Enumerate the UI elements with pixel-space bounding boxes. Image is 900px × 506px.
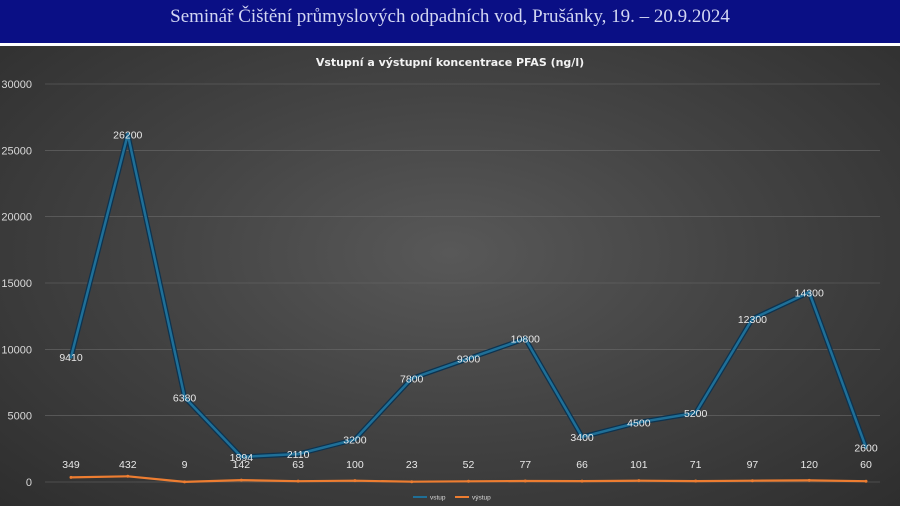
data-point: [694, 479, 698, 483]
data-point: [126, 132, 130, 136]
line-chart: 0 5000 10000 15000 20000 25000 30000 9410 26200…: [1, 56, 880, 502]
data-label: 23: [406, 459, 418, 471]
data-label: 6380: [173, 392, 197, 404]
data-label: 9: [182, 459, 188, 471]
data-point: [467, 479, 470, 483]
data-point: [864, 479, 868, 483]
slide-title: Seminář Čištění průmyslových odpadních v…: [170, 6, 730, 27]
y-tick-label: 15000: [1, 278, 32, 290]
legend-label: výstup: [472, 495, 491, 502]
series-lines: [68, 131, 869, 484]
data-point: [410, 377, 414, 381]
data-point: [864, 446, 868, 450]
data-label: 26200: [113, 129, 142, 141]
data-point: [183, 395, 187, 399]
data-point: [183, 480, 187, 484]
data-point: [523, 337, 527, 341]
y-tick-label: 5000: [8, 411, 32, 423]
data-point: [580, 435, 584, 439]
data-label: 3400: [570, 432, 594, 444]
data-label: 7800: [400, 374, 424, 386]
data-label: 10800: [511, 334, 540, 346]
y-tick-label: 20000: [1, 212, 32, 224]
data-point: [750, 479, 754, 483]
gridlines: [45, 83, 880, 483]
data-label: 2110: [287, 449, 310, 461]
y-tick-label: 25000: [1, 145, 32, 157]
series-line-vstup: [69, 133, 868, 459]
data-point: [523, 479, 527, 483]
legend: vstup výstup: [413, 495, 491, 502]
data-point: [69, 355, 73, 359]
data-point: [126, 474, 130, 478]
data-label: 52: [463, 459, 475, 471]
data-label: 9300: [457, 354, 481, 366]
data-label: 97: [747, 459, 759, 471]
y-tick-label: 30000: [1, 79, 32, 91]
data-point: [750, 317, 754, 321]
data-label: 60: [860, 459, 872, 471]
data-label: 71: [690, 459, 702, 471]
data-label: 77: [519, 459, 531, 471]
data-label: 2600: [854, 443, 878, 455]
data-label: 432: [119, 459, 137, 471]
legend-label: vstup: [430, 495, 446, 502]
chart-area: 0 5000 10000 15000 20000 25000 30000 9410 26200…: [0, 46, 900, 506]
data-label: 100: [346, 459, 364, 471]
data-point: [807, 478, 811, 482]
data-label: 14300: [795, 287, 824, 299]
data-label: 4500: [627, 417, 651, 429]
data-point: [637, 420, 641, 424]
data-point: [353, 479, 357, 483]
data-point: [239, 455, 243, 459]
data-point: [69, 475, 73, 479]
slide-header: Seminář Čištění průmyslových odpadních v…: [0, 0, 900, 43]
data-point: [353, 438, 357, 442]
data-label: 12300: [738, 314, 767, 326]
y-tick-label: 0: [26, 477, 32, 489]
data-point: [807, 290, 811, 294]
data-point: [467, 357, 470, 361]
header-divider: [0, 43, 900, 46]
data-label: 63: [292, 459, 304, 471]
data-label: 3200: [343, 435, 367, 447]
data-label: 66: [576, 459, 588, 471]
data-point: [580, 479, 584, 483]
data-label: 120: [800, 459, 818, 471]
series-line-shadow: [68, 131, 869, 460]
data-point: [296, 452, 300, 456]
data-label: 5200: [684, 408, 708, 420]
chart-title: Vstupní a výstupní koncentrace PFAS (ng/…: [316, 56, 584, 69]
data-label: 1894: [230, 452, 254, 464]
data-point: [637, 479, 641, 483]
data-label: 349: [62, 459, 80, 471]
y-axis: 0 5000 10000 15000 20000 25000 30000: [1, 79, 32, 489]
data-point: [694, 411, 698, 415]
data-label: 9410: [59, 352, 83, 364]
data-point: [239, 478, 243, 482]
y-tick-label: 10000: [1, 344, 32, 356]
data-label: 142: [233, 459, 251, 471]
data-label: 101: [630, 459, 648, 471]
data-labels: 9410 26200 6380 1894 2110 3200 7800 9300 10800 34…: [59, 129, 878, 471]
data-point: [296, 479, 300, 483]
data-point: [410, 480, 414, 484]
